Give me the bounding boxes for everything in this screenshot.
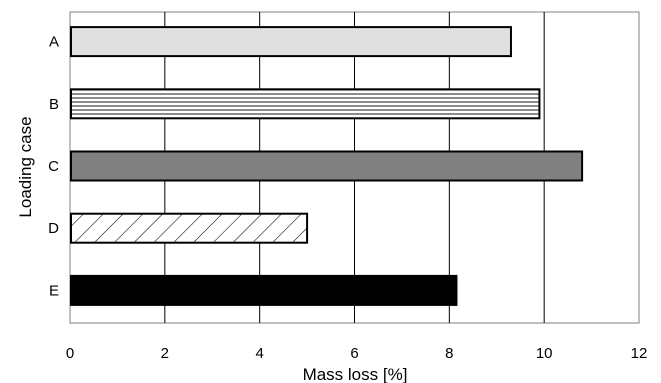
bar-c (70, 150, 584, 182)
x-tick-labels: 0 2 4 6 8 10 12 (66, 345, 648, 362)
x-tick-label: 12 (631, 345, 648, 362)
bar-e (70, 274, 458, 306)
bars (70, 26, 584, 306)
y-tick-labels: A B C D E (48, 34, 59, 300)
y-tick-label: D (48, 220, 59, 237)
y-tick-label: C (48, 158, 59, 175)
bar-a (70, 26, 512, 58)
x-tick-label: 6 (350, 345, 358, 362)
x-tick-label: 0 (66, 345, 74, 362)
y-tick-label: E (49, 282, 59, 299)
x-tick-label: 2 (161, 345, 169, 362)
bar-d (70, 212, 309, 244)
x-axis-title: Mass loss [%] (303, 365, 408, 383)
y-axis-title: Loading case (16, 116, 35, 217)
y-tick-label: B (49, 96, 59, 113)
x-tick-label: 8 (445, 345, 453, 362)
x-tick-label: 4 (255, 345, 263, 362)
y-tick-label: A (49, 34, 59, 51)
bar-b (70, 88, 541, 120)
x-tick-label: 10 (536, 345, 553, 362)
